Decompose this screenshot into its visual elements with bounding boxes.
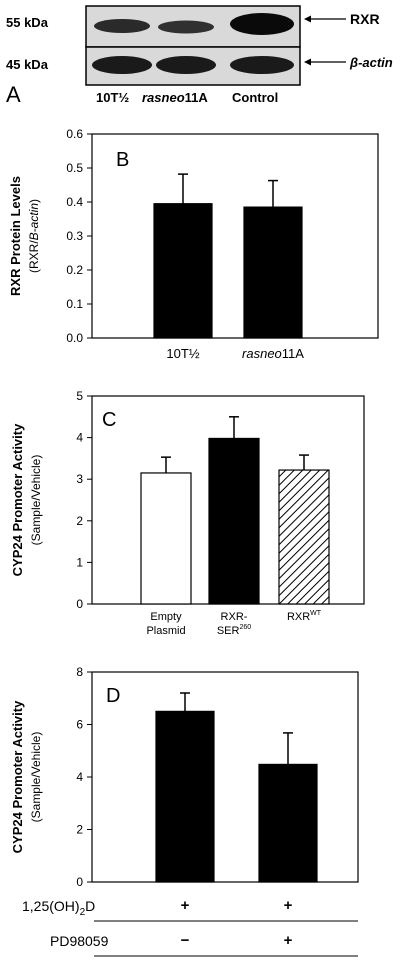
lane-label-text: Control <box>232 90 278 105</box>
y-tick-label: 4 <box>76 431 83 445</box>
y-tick-label: 0.3 <box>66 229 83 243</box>
bar <box>243 206 303 339</box>
y-axis-label-part: (RXR/ <box>27 240 41 273</box>
marker-45kda: 45 kDa <box>6 57 49 72</box>
lane-label-text: 11A <box>185 90 209 105</box>
x-tick-text: 11A <box>282 346 304 361</box>
y-tick-label: 0.0 <box>66 331 83 345</box>
band-actin-10t <box>92 56 152 74</box>
treatment-sign: + <box>181 897 190 914</box>
lane-label-10t: 10T½ <box>96 90 129 105</box>
chart-c-cyp24-activity: 0 1 2 3 4 5 C CYP24 Promoter Activity (Sample/Ve… <box>10 389 365 637</box>
panel-letter: B <box>116 149 129 171</box>
plot-frame <box>91 133 379 339</box>
y-tick-label: 3 <box>76 472 83 486</box>
y-tick-label: 0.1 <box>66 297 83 311</box>
y-tick-label: 0 <box>76 875 83 889</box>
bar <box>278 469 330 605</box>
x-tick-label: rasneo11A <box>242 346 304 361</box>
y-tick-label: 6 <box>76 718 83 732</box>
band-label-actin: β-actin <box>349 55 393 70</box>
y-tick-label: 5 <box>76 389 83 403</box>
y-axis-label-units: (Sample/Vehicle) <box>29 455 43 546</box>
x-tick-label: RXRWT <box>287 610 322 623</box>
treatment-sign: + <box>284 932 293 949</box>
treatment-label-text: PD98059 <box>50 933 109 949</box>
x-tick-label: RXR- <box>221 611 248 623</box>
treatment-label: PD98059 <box>50 933 109 949</box>
y-tick-label: 0.2 <box>66 263 83 277</box>
y-tick-label: 2 <box>76 514 83 528</box>
band-rxr-10t <box>94 19 150 33</box>
band-actin-rasneo <box>156 56 216 74</box>
x-tick-text: 10T½ <box>166 346 199 361</box>
y-axis-label-part: ) <box>27 199 41 203</box>
y-axis-label: RXR Protein Levels <box>8 176 23 296</box>
lane-label-text: 10T½ <box>96 90 129 105</box>
y-tick-label: 8 <box>76 665 83 679</box>
y-tick-label: 1 <box>76 555 83 569</box>
x-tick-text: SER <box>217 625 240 637</box>
western-blot: 55 kDa 45 kDa RXR β-actin A 10T½ rasneo1… <box>6 5 393 107</box>
y-axis-label-units: (RXR/B-actin) <box>27 199 41 273</box>
x-tick-label: Empty <box>150 611 182 623</box>
panel-letter: D <box>106 685 120 707</box>
y-axis-label-units: (Sample/Vehicle) <box>29 732 43 823</box>
plot-frame <box>91 671 359 883</box>
x-tick-label-line2: SER260 <box>217 624 251 637</box>
marker-55kda: 55 kDa <box>6 15 49 30</box>
x-tick-superscript: WT <box>310 610 322 617</box>
treatment-sign: + <box>284 897 293 914</box>
arrowhead-rxr <box>304 15 311 23</box>
y-axis-label: CYP24 Promoter Activity <box>10 700 25 853</box>
treatment-sign: − <box>181 932 190 949</box>
bar <box>153 203 213 339</box>
x-tick-label: 10T½ <box>166 346 199 361</box>
y-tick-label: 0.5 <box>66 161 83 175</box>
y-tick-label: 2 <box>76 823 83 837</box>
band-actin-control <box>230 56 294 74</box>
band-label-rxr: RXR <box>350 11 380 27</box>
treatment-label-text: D <box>85 898 95 914</box>
x-tick-italic: rasneo <box>242 346 282 361</box>
bar <box>140 472 192 605</box>
x-tick-text: Plasmid <box>146 625 185 637</box>
arrowhead-actin <box>304 58 311 66</box>
y-tick-label: 0.4 <box>66 195 83 209</box>
band-rxr-control <box>230 13 294 35</box>
bar <box>208 437 260 605</box>
treatment-label-text: 1,25(OH) <box>22 898 80 914</box>
panel-letter: C <box>102 409 116 431</box>
x-tick-text: RXR- <box>221 611 248 623</box>
x-tick-text: Empty <box>150 611 182 623</box>
lane-label-rasneo: rasneo11A <box>142 90 208 105</box>
lane-label-italic: rasneo <box>142 90 185 105</box>
x-tick-label-line2: Plasmid <box>146 625 185 637</box>
treatment-label: 1,25(OH)2D <box>22 898 95 918</box>
x-tick-superscript: 260 <box>239 624 251 631</box>
y-axis-label: CYP24 Promoter Activity <box>10 423 25 576</box>
chart-d-cyp24-pd98059: 0 2 4 6 8 D CYP24 Promoter Activity (Sample/Veh… <box>10 665 359 957</box>
y-axis-label-italic: B-actin <box>27 203 41 241</box>
bar <box>155 710 215 883</box>
y-tick-label: 0 <box>76 597 83 611</box>
y-tick-label: 4 <box>76 770 83 784</box>
bar <box>258 763 318 883</box>
band-rxr-rasneo <box>158 20 214 34</box>
panel-letter-a: A <box>6 82 21 107</box>
y-tick-label: 0.6 <box>66 127 83 141</box>
x-tick-text: RXR <box>287 611 310 623</box>
lane-label-control: Control <box>232 90 278 105</box>
treatment-label-subscript: 2 <box>80 907 86 918</box>
chart-b-rxr-levels: 0.0 0.1 0.2 0.3 0.4 0.5 0.6 B RXR Protein Levels… <box>8 127 379 361</box>
